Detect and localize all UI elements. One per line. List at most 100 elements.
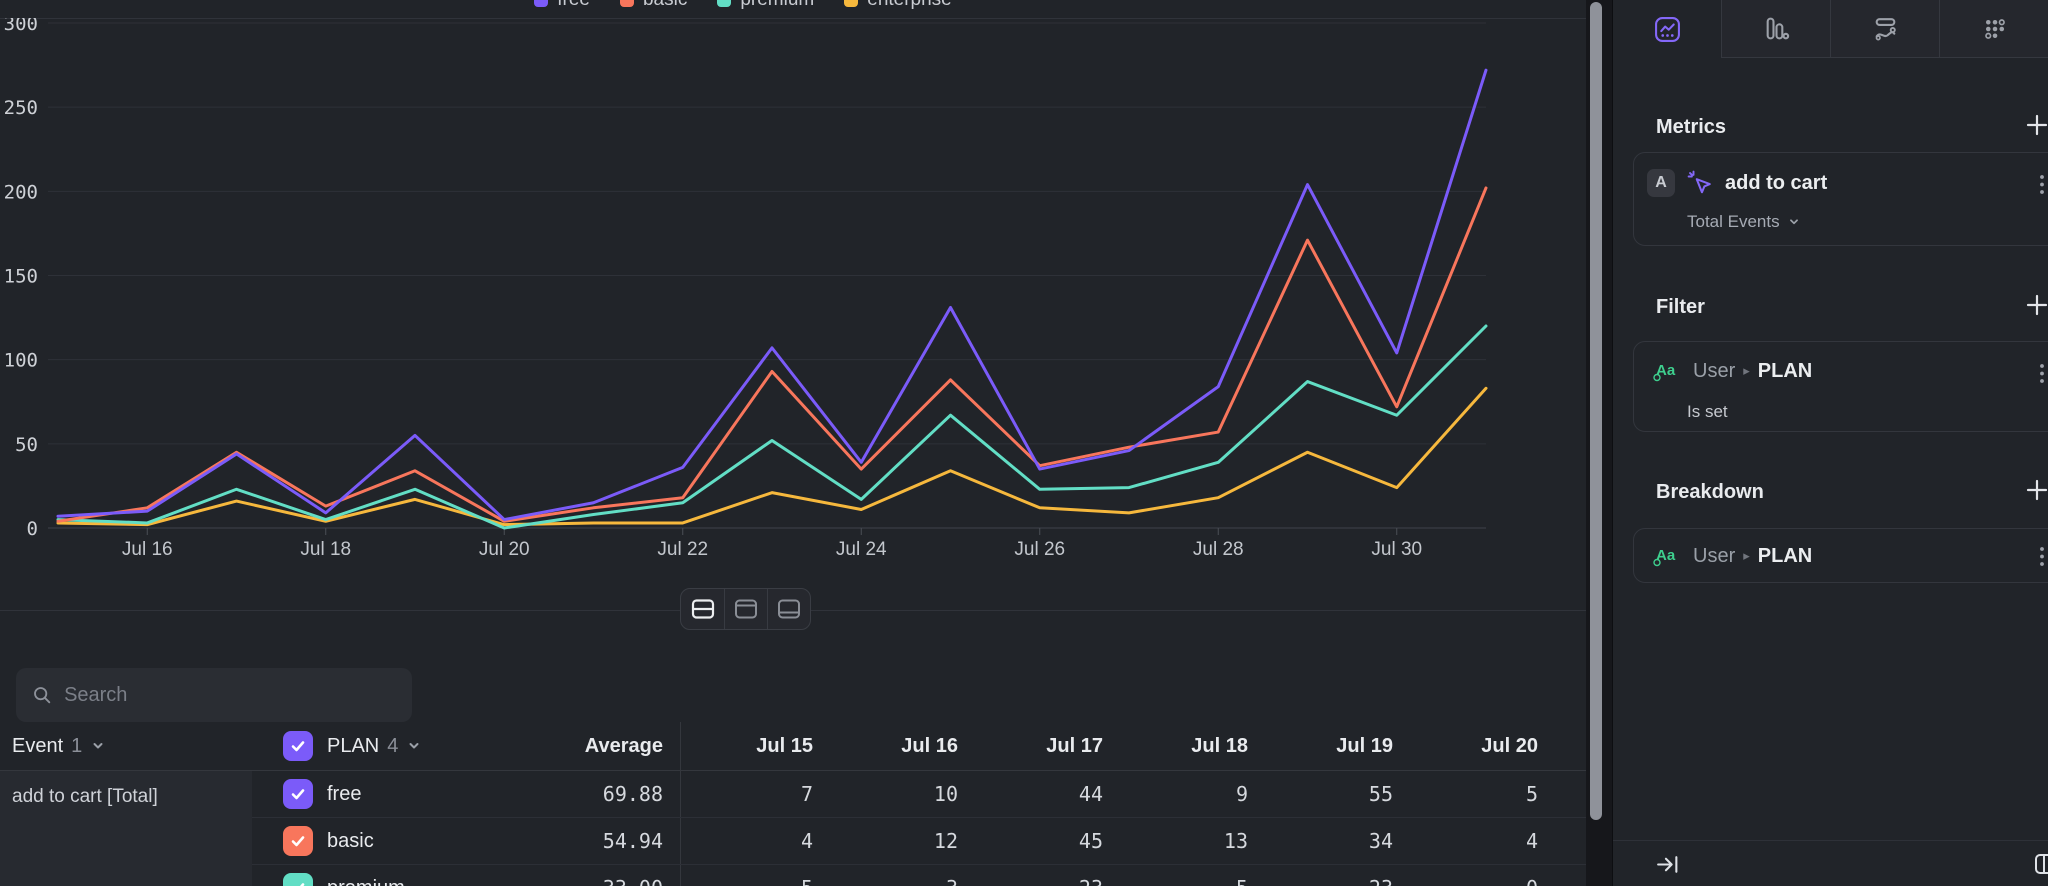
plus-icon <box>2026 114 2048 136</box>
y-axis-tick-label: 150 <box>4 266 38 288</box>
row-label: premium <box>327 877 405 886</box>
panel-layout-button[interactable] <box>2034 852 2048 879</box>
chart-legend: free basic premium enterprise <box>0 0 1486 11</box>
tab-retention[interactable] <box>1939 0 2048 58</box>
cell-value: 5 <box>1525 782 1538 806</box>
y-axis-tick-label: 200 <box>4 181 38 203</box>
cell-value: 13 <box>1223 829 1248 853</box>
chart-top-divider <box>0 18 1586 19</box>
date-column-header: Jul 17 <box>1046 734 1103 757</box>
date-column-header: Jul 18 <box>1191 734 1248 757</box>
row-label: basic <box>327 829 374 852</box>
x-axis-tick-label: Jul 30 <box>1371 539 1422 560</box>
event-click-icon <box>1687 170 1711 194</box>
chart-only-view-icon <box>735 599 757 619</box>
metric-options-kebab[interactable] <box>2038 173 2046 197</box>
tab-flows[interactable] <box>1830 0 1939 58</box>
legend-item-free[interactable]: free <box>534 0 590 11</box>
legend-label: basic <box>643 0 687 11</box>
legend-label: premium <box>740 0 814 11</box>
x-axis-tick-label: Jul 26 <box>1014 539 1065 560</box>
plan-columns-header: PLAN 4 Average Jul 15 Jul 16 Jul 17 Jul 18 J… <box>252 722 1586 770</box>
x-axis-tick-label: Jul 18 <box>300 539 351 560</box>
metric-event-name: add to cart <box>1725 171 1828 194</box>
cell-value: 3 <box>813 876 958 886</box>
filter-operator: Is set <box>1687 402 1728 421</box>
cell-value: 9 <box>1235 782 1248 806</box>
legend-item-enterprise[interactable]: enterprise <box>844 0 952 11</box>
plan-header-cell[interactable]: PLAN 4 <box>252 731 542 761</box>
average-column-header: Average <box>584 734 663 757</box>
legend-swatch <box>619 0 634 7</box>
table-body: add to cart [Total] free 69.88 7 10 44 9 55 5 ba… <box>0 771 1586 886</box>
breakdown-property: PLAN <box>1757 544 1813 567</box>
filter-options-kebab[interactable] <box>2038 362 2046 386</box>
search-icon <box>34 687 51 704</box>
cell-value: 23 <box>958 876 1103 886</box>
tab-insights[interactable] <box>1613 0 1722 58</box>
average-value: 54.94 <box>602 829 663 853</box>
event-header-label: Event <box>12 734 64 757</box>
y-axis-tick-label: 50 <box>15 434 38 456</box>
plan-select-all-checkbox[interactable] <box>283 731 313 761</box>
row-date-values: 53235230 <box>680 865 1586 886</box>
plus-icon <box>2026 294 2048 316</box>
row-checkbox-premium[interactable] <box>283 873 313 886</box>
cell-value: 5 <box>1103 876 1248 886</box>
cell-value: 10 <box>933 782 958 806</box>
table-only-view-icon <box>778 599 800 619</box>
date-column-header: Jul 19 <box>1336 734 1393 757</box>
check-icon <box>291 741 305 752</box>
table-row-premium: premium33.0053235230 <box>252 865 1586 886</box>
table-header-row: Event 1 PLAN <box>0 722 1586 771</box>
split-view-button[interactable] <box>681 589 724 629</box>
breakdown-property-row: Aa User ▸ PLAN <box>1652 544 1812 568</box>
cell-value: 44 <box>1078 782 1103 806</box>
plan-header-text: PLAN 4 <box>327 735 422 758</box>
row-group-label: add to cart [Total] <box>0 771 252 886</box>
table-rows: free69.88710449555basic54.944124513344pr… <box>252 771 1586 886</box>
average-value: 69.88 <box>602 782 663 806</box>
event-column-header[interactable]: Event 1 <box>0 722 252 770</box>
legend-swatch <box>717 0 732 7</box>
filter-property-row: Aa User ▸ PLAN <box>1652 359 1812 383</box>
cell-value: 45 <box>1078 829 1103 853</box>
search-input[interactable] <box>64 683 396 707</box>
plan-header-label: PLAN <box>327 734 380 757</box>
report-main-panel: freebasicpremiumenterprise 0501001502002… <box>0 0 1586 886</box>
panel-layout-icon <box>2035 854 2048 874</box>
cell-value: 0 <box>1393 876 1538 886</box>
filter-scope: User <box>1693 359 1736 382</box>
collapse-sidebar-button[interactable] <box>1655 852 1680 880</box>
text-property-icon: Aa <box>1653 547 1676 567</box>
add-filter-button[interactable] <box>2024 293 2048 319</box>
date-column-header: Jul 16 <box>901 734 958 757</box>
breadcrumb-caret-icon: ▸ <box>1743 363 1750 378</box>
tab-funnels[interactable] <box>1722 0 1830 58</box>
svg-text:Aa: Aa <box>1656 362 1676 379</box>
breakdown-options-kebab[interactable] <box>2038 545 2046 569</box>
check-icon <box>299 883 305 886</box>
x-axis-tick-label: Jul 16 <box>122 539 173 560</box>
chart-only-view-button[interactable] <box>724 589 767 629</box>
table-only-view-button[interactable] <box>767 589 810 629</box>
filter-operator-row[interactable]: Is set <box>1687 402 1728 422</box>
legend-item-premium[interactable]: premium <box>717 0 814 11</box>
metric-card[interactable]: A add to cart Total Events <box>1633 152 2048 246</box>
x-axis-tick-label: Jul 20 <box>479 539 530 560</box>
filter-card[interactable]: Aa User ▸ PLAN Is set <box>1633 341 2048 432</box>
table-row-free: free 69.88 7 10 44 9 55 5 <box>252 771 1586 818</box>
breakdown-card[interactable]: Aa User ▸ PLAN <box>1633 528 2048 583</box>
page-scrollbar-thumb[interactable] <box>1590 2 1602 820</box>
row-checkbox-free[interactable] <box>283 779 313 809</box>
add-breakdown-button[interactable] <box>2024 478 2048 504</box>
table-row-basic: basic 54.94 4 12 45 13 34 4 <box>252 818 1586 865</box>
add-metric-button[interactable] <box>2024 113 2048 139</box>
kebab-icon <box>2040 175 2044 194</box>
cell-value: 34 <box>1368 829 1393 853</box>
measure-dropdown[interactable]: Total Events <box>1687 212 1801 232</box>
row-checkbox-basic[interactable] <box>283 826 313 856</box>
metrics-heading: Metrics <box>1656 116 1727 138</box>
legend-item-basic[interactable]: basic <box>619 0 687 11</box>
